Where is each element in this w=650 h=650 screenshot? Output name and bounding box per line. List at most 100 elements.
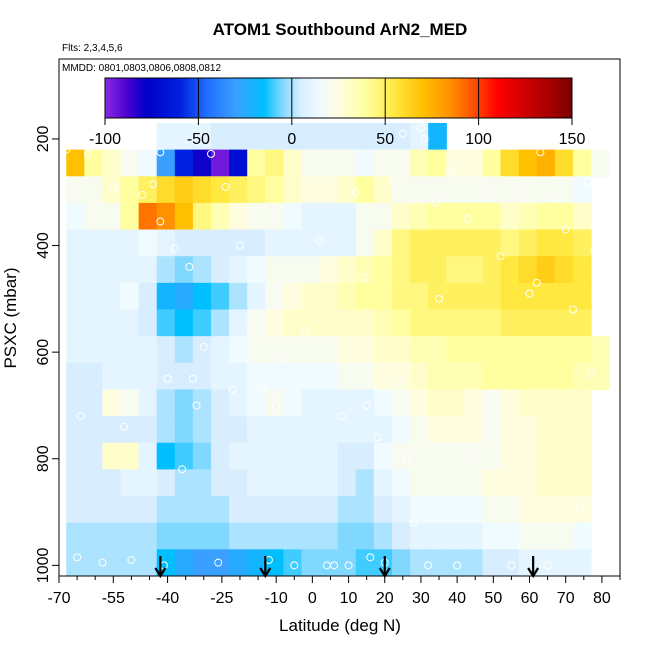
heatmap-cell — [192, 202, 212, 231]
heatmap-cell — [428, 122, 447, 151]
heatmap-cell — [283, 496, 303, 524]
heatmap-cell — [337, 496, 357, 524]
heatmap-cell — [247, 122, 266, 151]
heatmap-cell — [391, 362, 411, 391]
heatmap-cell — [138, 442, 158, 471]
heatmap-cell — [446, 336, 465, 364]
heatmap-cell — [283, 122, 303, 151]
heatmap-cell — [373, 282, 393, 311]
heatmap-cell — [373, 442, 393, 471]
heatmap-cell — [373, 362, 393, 391]
colorbar-tick-label: 50 — [376, 131, 394, 148]
heatmap-cell — [156, 282, 176, 311]
heatmap-cell — [355, 256, 375, 284]
heatmap-cell — [518, 256, 538, 284]
heatmap-cell — [156, 496, 176, 524]
heatmap-cell — [319, 176, 339, 204]
heatmap-cell — [500, 416, 520, 444]
heatmap-cell — [265, 469, 284, 497]
heatmap-cell — [247, 336, 266, 364]
heatmap-cell — [464, 522, 484, 550]
heatmap-cell — [301, 149, 321, 177]
heatmap-cell — [102, 149, 122, 177]
y-axis: 200 400 600 800 1000 — [35, 126, 59, 583]
heatmap-cell — [500, 336, 520, 364]
heatmap-cell — [446, 522, 465, 550]
heatmap-cell — [138, 176, 158, 204]
heatmap-cell — [373, 309, 393, 337]
heatmap-cell — [337, 202, 357, 231]
heatmap-cell — [446, 176, 465, 204]
y-tick-label: 1000 — [35, 547, 52, 583]
heatmap-cell — [410, 256, 429, 284]
heatmap-cell — [120, 282, 140, 311]
heatmap-cell — [428, 229, 447, 257]
heatmap-cell — [84, 469, 104, 497]
heatmap-cell — [572, 469, 592, 497]
sample-point — [214, 558, 223, 567]
heatmap-cell — [84, 496, 104, 524]
heatmap-cell — [337, 176, 357, 204]
x-tick-label: 80 — [593, 590, 611, 607]
heatmap-cell — [355, 416, 375, 444]
y-tick-label: 200 — [35, 126, 52, 153]
heatmap-cell — [482, 202, 502, 231]
heatmap-cell — [355, 282, 375, 311]
heatmap-cell — [229, 442, 248, 471]
sample-point — [594, 401, 603, 410]
heatmap-cell — [192, 496, 212, 524]
y-axis-label: PSXC (mbar) — [1, 267, 20, 368]
heatmap-cell — [319, 362, 339, 391]
sample-point — [489, 390, 498, 399]
heatmap-cell — [174, 282, 194, 311]
heatmap-cell — [156, 202, 176, 231]
heatmap-cell — [428, 309, 447, 337]
heatmap-cell — [265, 149, 284, 177]
x-tick-label: -40 — [156, 590, 179, 607]
heatmap-cell — [283, 469, 303, 497]
heatmap-cell — [536, 176, 556, 204]
heatmap-cell — [410, 336, 429, 364]
x-tick-label: 10 — [340, 590, 358, 607]
heatmap-cell — [138, 496, 158, 524]
heatmap-cell — [536, 469, 556, 497]
heatmap-cell — [120, 336, 140, 364]
sample-point — [138, 190, 147, 199]
heatmap-cell — [355, 149, 375, 177]
heatmap-cell — [229, 176, 248, 204]
heatmap-cell — [464, 149, 484, 177]
heatmap-cell — [319, 336, 339, 364]
heatmap-cell — [102, 229, 122, 257]
heatmap-cell — [464, 416, 484, 444]
heatmap-cell — [84, 256, 104, 284]
heatmap-cell — [301, 469, 321, 497]
heatmap-cell — [554, 149, 574, 177]
heatmap-cell — [156, 229, 176, 257]
heatmap-cell — [229, 256, 248, 284]
heatmap-cell — [84, 229, 104, 257]
heatmap-cell — [102, 309, 122, 337]
heatmap-cell — [482, 389, 502, 417]
heatmap-cell — [572, 309, 592, 337]
heatmap-cell — [138, 202, 158, 231]
heatmap-cell — [536, 549, 556, 576]
heatmap-cell — [500, 522, 520, 550]
heatmap-cell — [174, 362, 194, 391]
x-tick-label: -25 — [210, 590, 233, 607]
heatmap-cell — [410, 149, 429, 177]
heatmap-cell — [283, 389, 303, 417]
sample-point — [590, 246, 599, 255]
sample-point — [445, 166, 454, 175]
heatmap-cell — [174, 496, 194, 524]
heatmap-cell — [301, 229, 321, 257]
x-tick-label: 70 — [557, 590, 575, 607]
sample-point — [496, 252, 505, 261]
heatmap-cell — [66, 336, 85, 364]
heatmap-cell — [373, 149, 393, 177]
heatmap-cell — [120, 442, 140, 471]
sample-point — [185, 262, 194, 271]
sample-point — [482, 188, 491, 197]
heatmap-cell — [211, 549, 230, 576]
heatmap-cell — [211, 416, 230, 444]
heatmap-cell — [554, 416, 574, 444]
